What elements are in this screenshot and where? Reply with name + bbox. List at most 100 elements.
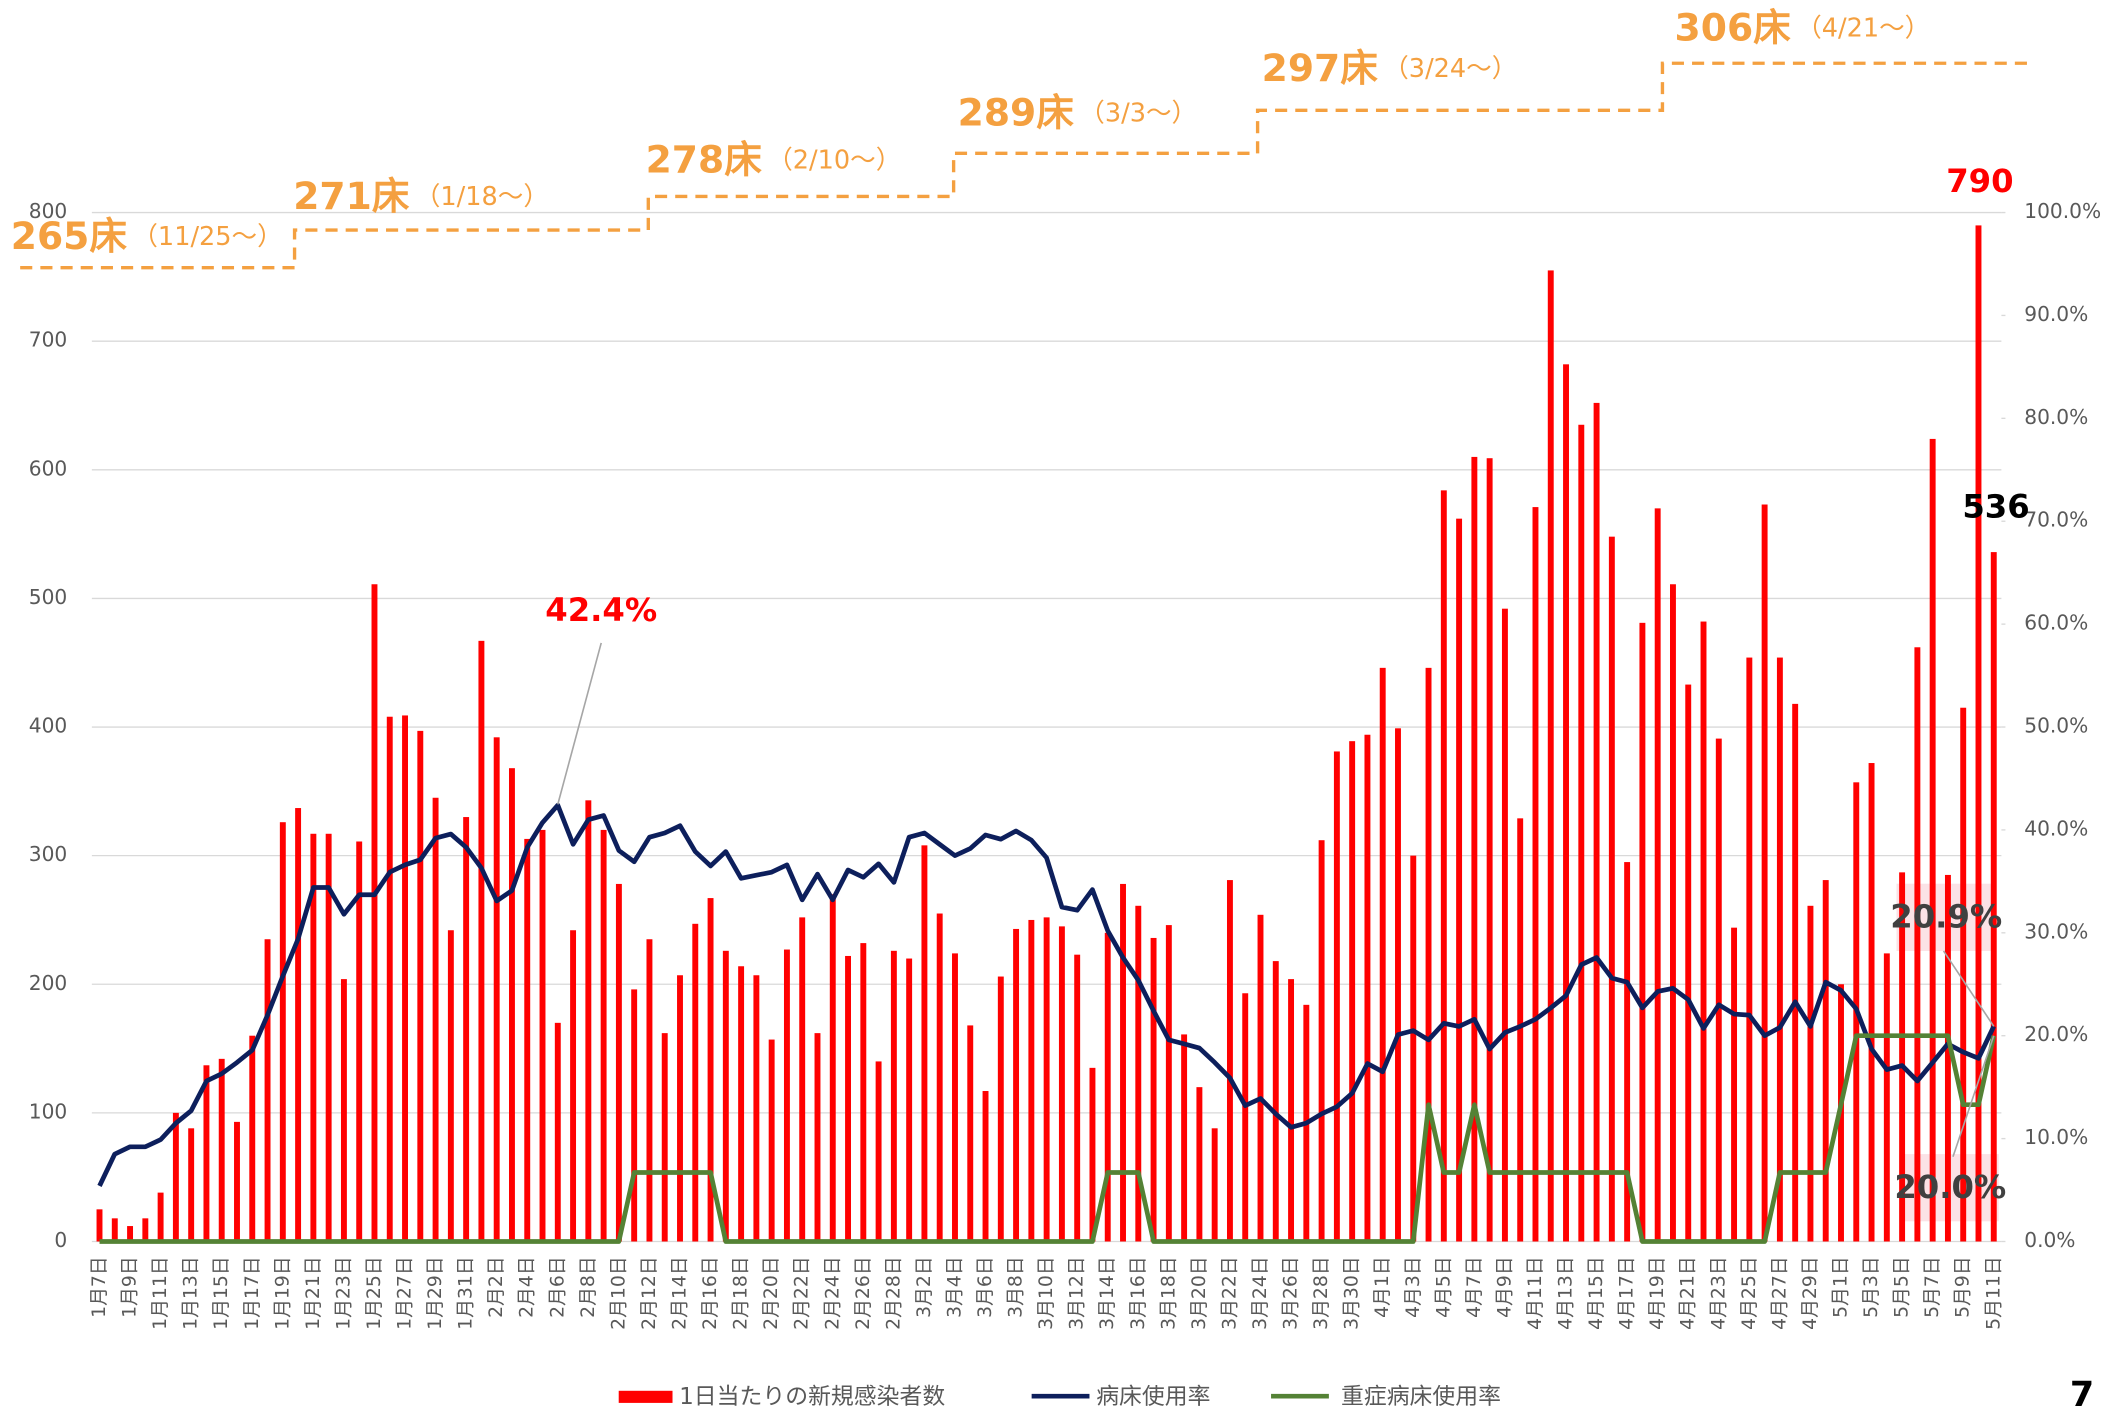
bar: [1211, 1128, 1218, 1242]
x-tick-label: 4月1日: [1372, 1256, 1393, 1318]
bar: [1395, 728, 1401, 1242]
x-tick-label: 4月23日: [1708, 1256, 1729, 1330]
y-tick-label: 500: [29, 585, 67, 609]
bar: [1181, 1034, 1188, 1242]
bar: [1318, 840, 1325, 1242]
bed-date: （1/18～）: [415, 182, 549, 212]
bar: [310, 833, 317, 1242]
bar: [1669, 584, 1676, 1242]
y-tick-label: 100: [29, 1099, 67, 1123]
x-tick-label: 3月24日: [1250, 1256, 1271, 1330]
y2-tick-label: 80.0%: [2024, 405, 2088, 429]
data-label: 790: [1946, 162, 2013, 200]
bar: [1868, 763, 1875, 1242]
bar: [1547, 270, 1554, 1242]
bed-date: （3/3～）: [1079, 98, 1197, 128]
bar: [1425, 667, 1432, 1242]
bar: [1364, 734, 1371, 1242]
bar: [157, 1192, 164, 1242]
bar: [1593, 402, 1600, 1242]
bar: [1944, 874, 1951, 1242]
x-tick-label: 4月13日: [1556, 1256, 1577, 1330]
x-tick-label: 5月5日: [1892, 1256, 1913, 1318]
bar: [1563, 364, 1569, 1242]
bed-count: 271床: [293, 173, 410, 217]
leader-line: [1942, 950, 1995, 1027]
bar: [1654, 508, 1661, 1242]
x-tick-label: 3月18日: [1158, 1256, 1179, 1330]
bar: [188, 1128, 195, 1242]
x-tick-label: 4月19日: [1647, 1256, 1668, 1330]
bar: [890, 950, 897, 1242]
x-tick-label: 2月2日: [486, 1256, 507, 1318]
x-tick-label: 2月14日: [670, 1256, 691, 1330]
bar: [875, 1061, 882, 1242]
bar: [493, 737, 500, 1242]
bed-date: （4/21～）: [1796, 14, 1930, 44]
leader-line: [557, 642, 603, 805]
bar: [615, 883, 622, 1242]
bar: [1379, 667, 1386, 1242]
page-number: 7: [2070, 1375, 2094, 1411]
x-tick-label: 1月29日: [425, 1256, 446, 1330]
x-tick-label: 1月9日: [120, 1256, 141, 1318]
bar: [325, 833, 332, 1242]
bar: [814, 1033, 821, 1242]
bar: [1700, 621, 1707, 1242]
bar: [127, 1226, 134, 1242]
bed-count: 278床: [646, 137, 763, 181]
y2-tick-label: 40.0%: [2024, 816, 2088, 840]
x-tick-label: 3月20日: [1189, 1256, 1210, 1330]
y2-tick-label: 0.0%: [2024, 1228, 2075, 1252]
y2-tick-label: 70.0%: [2024, 508, 2088, 532]
bar: [1685, 684, 1692, 1242]
x-tick-label: 1月19日: [272, 1256, 293, 1330]
x-tick-label: 1月21日: [303, 1256, 324, 1330]
legend-swatch: [618, 1390, 673, 1403]
bar: [1807, 905, 1814, 1242]
x-tick-label: 4月15日: [1586, 1256, 1607, 1330]
x-tick-label: 2月26日: [853, 1256, 874, 1330]
bar: [203, 1065, 210, 1242]
bar: [1990, 552, 1997, 1242]
bar: [570, 930, 577, 1242]
bar: [1761, 504, 1768, 1242]
x-tick-label: 2月10日: [608, 1256, 629, 1330]
x-tick-label: 2月22日: [792, 1256, 813, 1330]
x-tick-label: 3月22日: [1219, 1256, 1240, 1330]
x-tick-label: 5月3日: [1861, 1256, 1882, 1318]
bar: [1914, 647, 1921, 1242]
bar: [1089, 1067, 1096, 1242]
bar: [1456, 518, 1463, 1242]
bar: [1731, 927, 1738, 1242]
bar: [646, 939, 653, 1242]
x-tick-label: 3月6日: [975, 1256, 996, 1318]
bar: [1517, 818, 1524, 1242]
x-tick-label: 2月18日: [731, 1256, 752, 1330]
annotation: 20.9%: [1890, 898, 2002, 936]
bar: [111, 1218, 118, 1242]
x-tick-label: 4月3日: [1403, 1256, 1424, 1318]
bar: [234, 1121, 240, 1242]
bar: [936, 913, 943, 1242]
line: [99, 1033, 1997, 1244]
x-tick-label: 5月1日: [1830, 1256, 1851, 1318]
legend-label: 病床使用率: [1096, 1384, 1210, 1410]
bar: [1288, 979, 1295, 1242]
bar: [783, 949, 790, 1242]
x-tick-label: 3月4日: [944, 1256, 965, 1318]
y2-tick-label: 10.0%: [2024, 1125, 2088, 1149]
bar: [845, 955, 851, 1242]
bar: [585, 800, 592, 1242]
data-label: 536: [1962, 487, 2029, 525]
bar: [554, 1022, 561, 1242]
bar: [738, 966, 745, 1242]
x-tick-label: 4月27日: [1769, 1256, 1790, 1330]
bar: [1532, 507, 1539, 1242]
leader-line: [1952, 1035, 1995, 1158]
bar: [753, 975, 760, 1242]
bar: [1624, 862, 1631, 1242]
bar: [1028, 919, 1035, 1242]
bar: [524, 838, 531, 1242]
legend-label: 重症病床使用率: [1341, 1384, 1501, 1410]
